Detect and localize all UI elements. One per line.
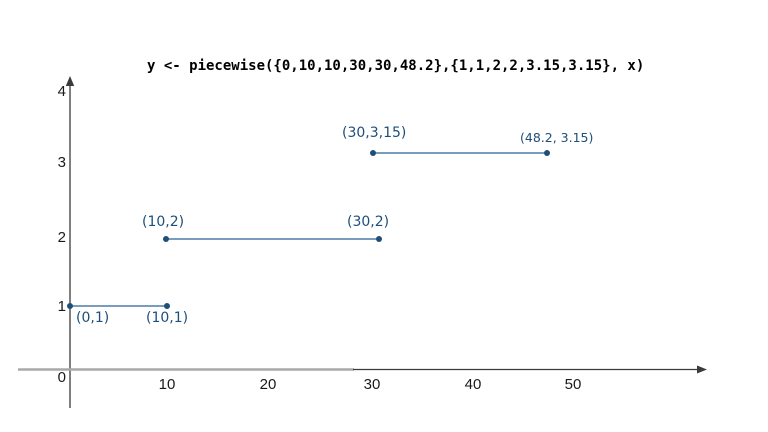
point-30-2 bbox=[376, 236, 382, 242]
chart-title: y <- piecewise({0,10,10,30,30,48.2},{1,1… bbox=[147, 58, 645, 74]
point-48.2-3.15 bbox=[544, 150, 550, 156]
y-tick-4: 4 bbox=[57, 83, 66, 100]
label-point-10-1: (10,1) bbox=[146, 310, 189, 326]
x-tick-40: 40 bbox=[464, 376, 482, 393]
label-point-48.2-3.15: (48.2, 3.15) bbox=[520, 130, 594, 145]
x-axis-arrowhead-icon bbox=[697, 365, 707, 374]
x-tick-50: 50 bbox=[564, 376, 582, 393]
y-axis-arrowhead-icon bbox=[65, 76, 75, 86]
label-point-30-3.15: (30,3,15) bbox=[342, 125, 407, 141]
point-30-3.15 bbox=[370, 150, 376, 156]
x-tick-20: 20 bbox=[259, 376, 277, 393]
label-point-10-2: (10,2) bbox=[142, 214, 185, 230]
point-10-1 bbox=[164, 303, 170, 309]
label-point-30-2: (30,2) bbox=[347, 214, 390, 230]
y-tick-1: 1 bbox=[57, 298, 66, 315]
point-0-1 bbox=[67, 303, 73, 309]
point-10-2 bbox=[163, 236, 169, 242]
y-tick-2: 2 bbox=[57, 229, 66, 246]
y-tick-3: 3 bbox=[57, 154, 66, 171]
x-tick-10: 10 bbox=[158, 376, 176, 393]
x-tick-30: 30 bbox=[363, 376, 381, 393]
label-point-0-1: (0,1) bbox=[76, 310, 110, 326]
origin-label: 0 bbox=[57, 368, 66, 386]
